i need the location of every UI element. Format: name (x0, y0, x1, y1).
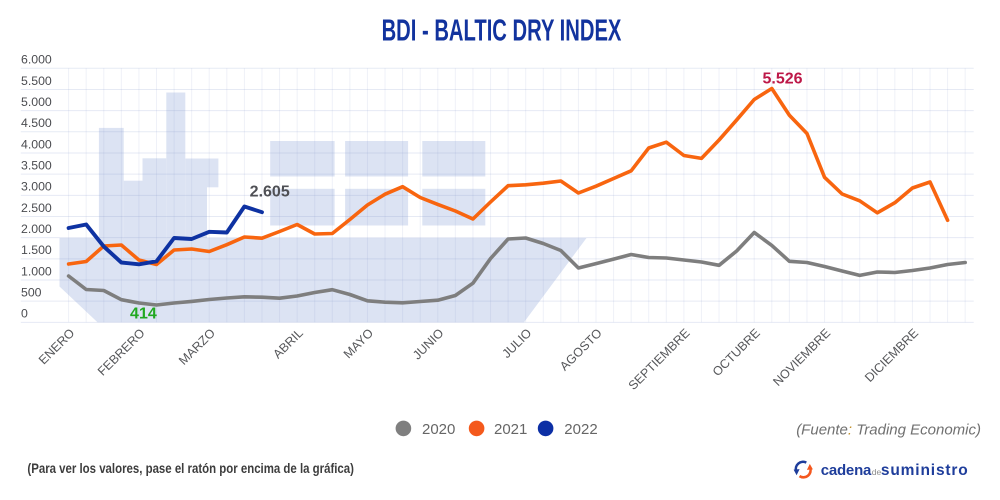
svg-text:1.000: 1.000 (21, 264, 52, 278)
svg-text:DICIEMBRE: DICIEMBRE (862, 326, 921, 385)
svg-text:3.500: 3.500 (21, 158, 52, 172)
svg-text:2.000: 2.000 (21, 222, 52, 236)
svg-text:4.500: 4.500 (21, 116, 52, 130)
svg-text:(Fuente: Trading Economic): (Fuente: Trading Economic) (796, 422, 981, 439)
svg-text:2021: 2021 (494, 421, 527, 438)
svg-text:de: de (872, 467, 882, 477)
svg-text:MAYO: MAYO (341, 326, 376, 361)
svg-text:6.000: 6.000 (21, 53, 52, 67)
svg-text:500: 500 (21, 285, 42, 299)
svg-text:FEBRERO: FEBRERO (95, 326, 148, 379)
svg-text:414: 414 (130, 305, 157, 322)
svg-text:2020: 2020 (422, 421, 455, 438)
svg-text:5.526: 5.526 (762, 70, 802, 87)
svg-text:1.500: 1.500 (21, 243, 52, 257)
svg-text:5.500: 5.500 (21, 74, 52, 88)
svg-text:0: 0 (21, 307, 28, 321)
svg-text:2022: 2022 (564, 421, 597, 438)
svg-text:BDI - BALTIC DRY INDEX: BDI - BALTIC DRY INDEX (382, 12, 622, 48)
svg-text:2.500: 2.500 (21, 201, 52, 215)
svg-text:AGOSTO: AGOSTO (557, 326, 605, 374)
svg-text:2.605: 2.605 (250, 183, 290, 200)
svg-text:JULIO: JULIO (499, 326, 534, 361)
svg-text:JUNIO: JUNIO (410, 326, 447, 363)
svg-text:(Para ver los valores, pase el: (Para ver los valores, pase el ratón por… (27, 460, 354, 476)
svg-text:MARZO: MARZO (176, 326, 218, 368)
svg-text:suministro: suministro (881, 462, 969, 479)
svg-text:SEPTIEMBRE: SEPTIEMBRE (626, 326, 693, 393)
svg-text:ENERO: ENERO (36, 326, 78, 368)
svg-text:cadena: cadena (821, 462, 872, 479)
svg-text:OCTUBRE: OCTUBRE (710, 326, 763, 379)
svg-text:4.000: 4.000 (21, 137, 52, 151)
svg-text:5.000: 5.000 (21, 95, 52, 109)
svg-text:NOVIEMBRE: NOVIEMBRE (770, 326, 833, 389)
svg-text:3.000: 3.000 (21, 180, 52, 194)
svg-text:ABRIL: ABRIL (270, 326, 305, 361)
